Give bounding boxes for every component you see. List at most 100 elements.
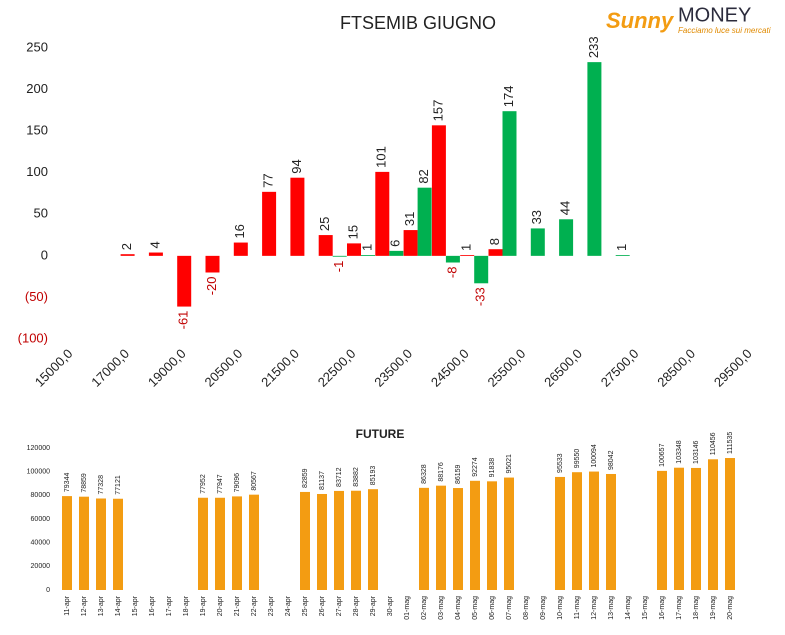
logo-tagline: Facciamo luce sui mercati [678,26,771,35]
value-label: 82859 [302,468,309,488]
x-tick-label: 23-apr [268,595,275,616]
x-tick-label: 17000,0 [88,346,132,390]
value-label: 1 [359,244,374,251]
x-tick-label: 07-mag [506,596,513,620]
x-tick-label: 18-apr [183,595,190,616]
value-label: 103146 [693,440,700,463]
x-tick-label: 25500,0 [485,346,529,390]
bar [233,242,248,256]
x-tick-label: 14-apr [115,595,122,616]
bar [361,255,375,256]
bar [589,471,599,590]
bar [530,228,545,256]
x-tick-label: 28500,0 [654,346,698,390]
bar [148,252,163,256]
x-tick-label: 19-mag [710,596,717,620]
x-tick-label: 18-mag [693,596,700,620]
bar [290,177,305,256]
bar [368,489,378,590]
y-tick-label: 20000 [31,563,51,570]
value-label: 79096 [234,473,241,493]
bar [262,191,277,256]
bar [232,496,242,590]
x-tick-label: 12-mag [591,596,598,620]
x-tick-label: 20500,0 [202,346,246,390]
bar [460,255,475,256]
y-tick-label: 80000 [31,492,51,499]
chart-title: FUTURE [356,427,405,441]
bar [215,497,225,590]
value-label: 33 [529,210,544,224]
bar [419,487,429,590]
x-tick-label: 24-apr [285,595,292,616]
y-tick-label: 120000 [27,445,50,452]
bar [375,171,390,256]
x-tick-label: 06-mag [489,596,496,620]
value-label: 15 [345,225,360,239]
bar [470,480,480,590]
bar [615,255,630,256]
x-tick-label: 17-mag [676,596,683,620]
value-label: 2 [119,243,134,250]
x-tick-label: 03-mag [438,596,445,620]
x-tick-label: 27500,0 [598,346,642,390]
value-label: 92274 [472,457,479,477]
y-tick-label: 100000 [27,469,50,476]
x-tick-label: 29-apr [370,595,377,616]
value-label: 86328 [421,464,428,484]
x-tick-label: 11-mag [574,596,581,619]
value-label: 91838 [489,458,496,478]
chart-title: FTSEMIB GIUGNO [340,13,496,33]
value-label: 77328 [98,475,105,495]
bar [332,255,347,257]
value-label: 174 [501,85,516,107]
x-tick-label: 16-apr [149,595,156,616]
x-tick-label: 11-apr [64,595,71,615]
bar [351,490,361,590]
x-tick-label: 17-apr [166,595,173,616]
value-label: -61 [176,311,191,330]
bar [347,243,361,256]
bar [606,473,616,590]
bar [691,467,701,590]
x-tick-label: 29500,0 [711,346,755,390]
value-label: 83882 [353,467,360,487]
y-tick-label: 150 [26,123,48,138]
value-label: 16 [232,224,247,238]
bar [177,255,192,307]
y-tick-label: 40000 [31,540,51,547]
value-label: 77121 [115,475,122,495]
y-tick-label: 250 [26,39,48,54]
value-label: -1 [331,261,346,273]
value-label: 99550 [574,449,581,469]
value-label: 44 [558,201,573,215]
bar [334,490,344,590]
x-tick-label: 25-apr [302,595,309,616]
logo-name: MONEY [678,4,751,26]
x-tick-label: 01-mag [404,596,411,620]
x-tick-label: 15000,0 [32,346,76,390]
y-tick-label: 0 [46,587,50,594]
bar [436,485,446,590]
x-tick-label: 09-mag [540,596,547,620]
y-tick-label: (100) [18,330,48,345]
x-tick-label: 08-mag [523,596,530,620]
x-tick-label: 10-mag [557,596,564,620]
bar [318,235,333,256]
bar [555,476,565,590]
value-label: 6 [388,240,403,247]
value-label: 81137 [319,471,326,490]
x-tick-label: 23500,0 [371,346,415,390]
value-label: 101 [374,146,389,168]
x-tick-label: 19000,0 [145,346,189,390]
x-tick-label: 05-mag [472,596,479,620]
x-tick-label: 26500,0 [541,346,585,390]
value-label: 83712 [336,467,343,487]
x-tick-label: 28-apr [353,595,360,616]
bar [62,496,72,590]
value-label: 78859 [81,473,88,493]
bar [487,481,497,590]
value-label: 157 [430,100,445,122]
x-tick-label: 04-mag [455,596,462,620]
x-tick-label: 13-mag [608,596,615,620]
